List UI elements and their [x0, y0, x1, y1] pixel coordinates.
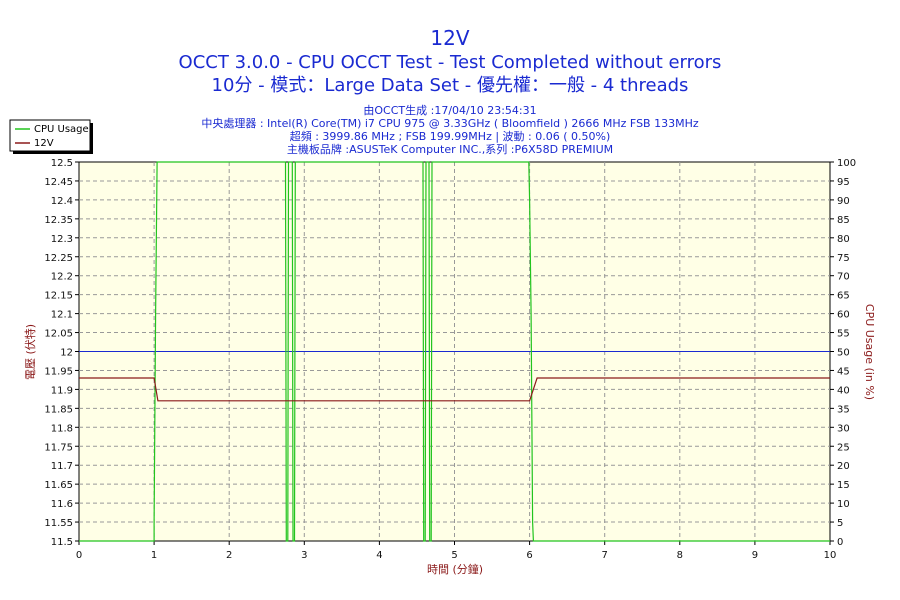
x-tick-label: 8 — [677, 550, 683, 561]
y-left-tick-label: 12.05 — [44, 329, 73, 340]
y-left-tick-label: 12.15 — [44, 291, 73, 302]
x-tick-label: 1 — [151, 550, 157, 561]
y-right-tick-label: 35 — [837, 404, 850, 415]
y-left-tick-label: 11.55 — [44, 518, 73, 529]
y-left-tick-label: 11.75 — [44, 442, 73, 453]
y-right-tick-label: 50 — [837, 348, 850, 359]
y-right-tick-label: 80 — [837, 234, 850, 245]
y-left-tick-label: 12.1 — [51, 310, 73, 321]
y-right-tick-label: 20 — [837, 461, 850, 472]
y-right-tick-label: 65 — [837, 291, 850, 302]
y-right-tick-label: 55 — [837, 329, 850, 340]
y-left-tick-label: 12.3 — [51, 234, 73, 245]
x-tick-label: 10 — [824, 550, 837, 561]
y-left-tick-label: 12.35 — [44, 215, 73, 226]
chart-subtitle-2: 10分 - 模式：Large Data Set - 優先權：一般 - 4 thr… — [212, 75, 689, 96]
y-left-tick-label: 12.5 — [51, 158, 73, 169]
x-tick-label: 0 — [76, 550, 82, 561]
info-line-3: 超頻 : 3999.86 MHz ; FSB 199.99MHz | 波動 : … — [290, 129, 611, 143]
y-left-tick-label: 11.65 — [44, 480, 73, 491]
y-left-tick-label: 11.6 — [51, 499, 73, 510]
y-left-tick-label: 11.85 — [44, 404, 73, 415]
y-right-ticks: 1009590858075706560555045403530252015105… — [830, 158, 856, 548]
y-axis-label-right: CPU Usage (in %) — [863, 304, 876, 400]
y-left-tick-label: 12.2 — [51, 272, 73, 283]
y-right-tick-label: 15 — [837, 480, 850, 491]
y-right-tick-label: 40 — [837, 385, 850, 396]
series-layer — [79, 161, 830, 542]
legend-box — [9, 119, 91, 152]
y-right-tick-label: 30 — [837, 423, 850, 434]
y-left-tick-label: 12.25 — [44, 253, 73, 264]
x-tick-label: 2 — [226, 550, 232, 561]
y-left-tick-label: 11.9 — [51, 385, 73, 396]
x-tick-label: 6 — [526, 550, 532, 561]
x-ticks: 0 1 2 3 4 5 6 7 8 9 10 — [76, 541, 837, 561]
y-right-tick-label: 25 — [837, 442, 850, 453]
y-right-tick-label: 45 — [837, 366, 850, 377]
y-right-tick-label: 60 — [837, 310, 850, 321]
legend-label-cpu-usage: CPU Usage — [34, 124, 89, 135]
y-left-tick-label: 11.95 — [44, 366, 73, 377]
y-left-tick-label: 11.7 — [51, 461, 73, 472]
y-right-tick-label: 75 — [837, 253, 850, 264]
y-axis-label-left: 電壓 (伏特) — [23, 324, 37, 380]
chart-subtitle-1: OCCT 3.0.0 - CPU OCCT Test - Test Comple… — [179, 52, 722, 73]
legend: CPU Usage 12V — [9, 119, 93, 154]
info-line-4: 主機板品牌 :ASUSTeK Computer INC.,系列 :P6X58D … — [287, 142, 613, 156]
y-left-ticks: 12.5 12.45 12.4 12.35 12.3 12.25 12.2 12.15 12.1… — [44, 158, 79, 548]
y-right-tick-label: 100 — [837, 158, 856, 169]
y-left-tick-label: 12.4 — [51, 196, 73, 207]
series-line-cpu-usage — [79, 161, 830, 542]
x-tick-label: 3 — [301, 550, 307, 561]
info-line-2: 中央處理器 : Intel(R) Core(TM) i7 CPU 975 @ 3… — [201, 116, 699, 130]
y-right-tick-label: 95 — [837, 177, 850, 188]
y-left-tick-label: 11.8 — [51, 423, 73, 434]
y-right-tick-label: 70 — [837, 272, 850, 283]
info-line-1: 由OCCT生成 :17/04/10 23:54:31 — [363, 103, 536, 117]
y-right-tick-label: 90 — [837, 196, 850, 207]
y-left-tick-label: 12.45 — [44, 177, 73, 188]
x-tick-label: 4 — [376, 550, 382, 561]
x-tick-label: 5 — [451, 550, 457, 561]
y-left-tick-label: 12 — [60, 348, 73, 359]
y-right-tick-label: 5 — [837, 518, 843, 529]
x-tick-label: 7 — [602, 550, 608, 561]
series-line-12v — [79, 377, 830, 402]
chart-title: 12V — [430, 26, 469, 50]
y-right-tick-label: 85 — [837, 215, 850, 226]
legend-label-12v: 12V — [34, 138, 54, 149]
x-tick-label: 9 — [752, 550, 758, 561]
y-left-tick-label: 11.5 — [51, 537, 73, 548]
y-right-tick-label: 0 — [837, 537, 843, 548]
y-right-tick-label: 10 — [837, 499, 850, 510]
x-axis-label: 時間 (分鐘) — [427, 562, 483, 576]
